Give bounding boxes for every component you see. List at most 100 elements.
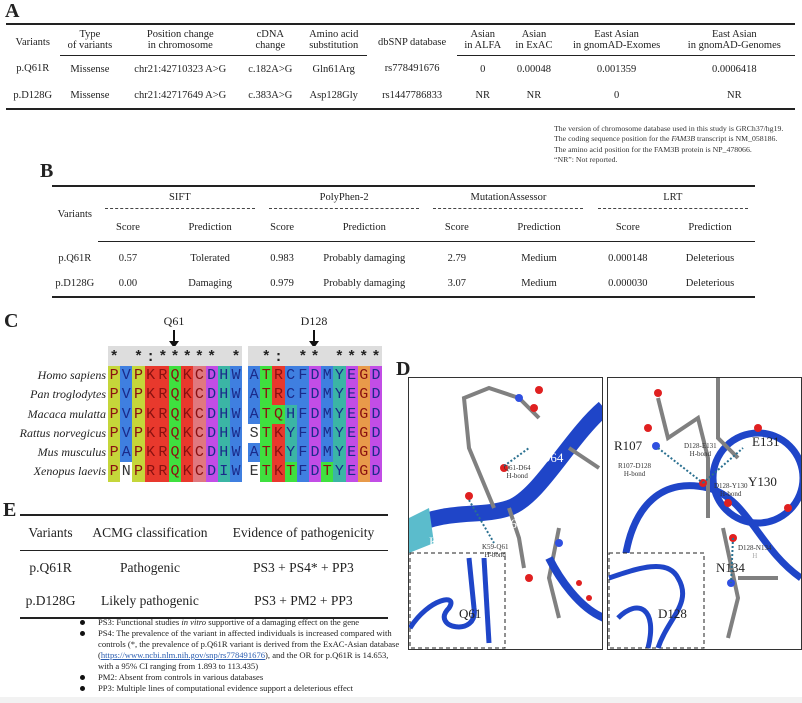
residue-cell: C — [193, 443, 206, 463]
residue-cell: C — [193, 462, 206, 482]
hbond-type: H-bond — [720, 490, 742, 498]
protein-structure-image — [608, 378, 801, 649]
residue-cell: F — [296, 462, 309, 482]
header-cell: Variants — [20, 514, 82, 551]
residue-cell: K — [181, 423, 194, 444]
header-cell: Evidence of pathogenicity — [218, 514, 388, 551]
dbsnp-link[interactable]: https://www.ncbi.nlm.nih.gov/snp/rs77849… — [100, 650, 266, 660]
residue-cell: F — [296, 404, 309, 424]
header-cell: Score — [426, 213, 488, 242]
group-label: PolyPhen-2 — [269, 192, 420, 209]
residue-cell: D — [205, 404, 218, 424]
conservation-mark: * — [133, 349, 143, 366]
residue-cell: A — [248, 385, 261, 405]
conservation-mark — [321, 346, 333, 366]
conservation-mark — [285, 346, 297, 366]
residue-cell: Q — [168, 385, 182, 405]
residue-cell: D — [205, 385, 218, 405]
header-cell: Score — [261, 213, 303, 242]
residue-cell: F — [296, 423, 309, 444]
table-cell: p.Q61R — [29, 559, 72, 575]
table-cell: Deleterious — [665, 271, 755, 298]
table-cell: 3.07 — [426, 271, 488, 298]
species-name: Homo sapiens — [37, 368, 106, 382]
residue-cell: P — [132, 443, 145, 463]
residue-cell: A — [120, 443, 133, 463]
conservation-mark: * — [158, 349, 168, 366]
residue-cell: Y — [333, 423, 346, 444]
header-cell: Prediction — [487, 213, 591, 242]
table-cell: p.D128G — [52, 271, 98, 298]
residue-cell: Q — [168, 443, 182, 463]
table-cell: chr21:42717649 A>G — [120, 82, 241, 110]
residue-cell: G — [357, 462, 370, 482]
residue-cell: T — [260, 385, 273, 405]
residue-cell: C — [193, 385, 206, 405]
residue-cell: D — [308, 462, 322, 482]
gene-name: FAM3B — [671, 134, 696, 144]
residue-cell: R — [156, 366, 169, 386]
conservation-mark: * — [298, 349, 308, 366]
header-group-sift: SIFT — [97, 185, 262, 213]
table-cell: Medium — [487, 271, 591, 298]
panel-label-d: D — [396, 358, 411, 380]
footnote-ps4: PS4: The prevalence of the variant in af… — [80, 628, 400, 672]
header-cell: East Asian — [559, 23, 674, 40]
residue-cell: F — [296, 385, 309, 405]
footnote-text: ), and the OR for p.Q61R is 14.653, with… — [98, 650, 389, 671]
residue-label-n134: N134 — [716, 560, 745, 575]
header-cell: in gnomAD-Exomes — [559, 40, 674, 56]
table-header-row: Variants ACMG classification Evidence of… — [20, 514, 388, 551]
table-cell: Missense — [59, 82, 121, 110]
header-cell: substitution — [300, 40, 368, 56]
residue-cell: F — [296, 366, 309, 386]
table-cell: Tolerated — [190, 253, 230, 264]
residue-cell: M — [321, 366, 334, 386]
conservation-mark: : — [146, 349, 156, 366]
residue-cell: G — [357, 443, 370, 463]
species-name: Macaca mulatta — [27, 406, 106, 421]
residue-cell: C — [193, 423, 206, 444]
conservation-mark: * — [194, 349, 204, 366]
header-cell: Score — [97, 213, 159, 242]
residue-cell: H — [217, 385, 230, 405]
residue-cell: D — [205, 423, 218, 444]
residue-label-q61: Q61 — [501, 516, 524, 531]
header-cell: Variants — [52, 185, 98, 242]
residue-cell: G — [357, 423, 370, 444]
panel-label-c: C — [4, 310, 19, 332]
residue-cell: I — [217, 462, 230, 482]
marker-label-d128: D128 — [300, 314, 328, 328]
structure-view-d128: R107 E131 Y130 D128 N134 D128-E131 H-bond… — [607, 377, 802, 650]
residue-cell: D — [308, 443, 322, 463]
hbond-type: H-bond — [689, 450, 712, 458]
residue-cell: C — [193, 366, 206, 386]
residue-cell: W — [229, 443, 243, 463]
residue-cell: P — [132, 366, 145, 386]
residue-cell: Q — [168, 423, 182, 444]
residue-cell: K — [144, 443, 157, 463]
footnote-italic: in vitro — [181, 617, 207, 627]
footnote-pm2: PM2: Absent from controls in various dat… — [80, 672, 400, 683]
header-cell: Prediction — [158, 213, 262, 242]
species-name: Rattus norvegicus — [19, 425, 106, 440]
footnote-text: supportive of a damaging effect on the g… — [206, 617, 360, 627]
species-name: Mus musculus — [37, 445, 106, 460]
residue-cell: P — [132, 385, 145, 405]
hbond-label: R107-D128 H-bond — [618, 462, 651, 478]
conservation-mark: * — [207, 349, 217, 366]
table-cell: 0.0006418 — [712, 63, 757, 75]
conservation-mark — [218, 346, 230, 366]
residue-cell: G — [357, 366, 370, 386]
residue-cell: Y — [333, 366, 346, 386]
table-cell: 0.57 — [118, 253, 138, 264]
inset-label-d128: D128 — [658, 606, 687, 621]
residue-cell: Q — [168, 462, 182, 482]
residue-cell: P — [132, 404, 145, 424]
footnote-pp3: PP3: Multiple lines of computational evi… — [80, 683, 400, 694]
residue-cell: H — [284, 404, 297, 424]
residue-cell: K — [144, 385, 157, 405]
residue-cell: F — [296, 443, 309, 463]
